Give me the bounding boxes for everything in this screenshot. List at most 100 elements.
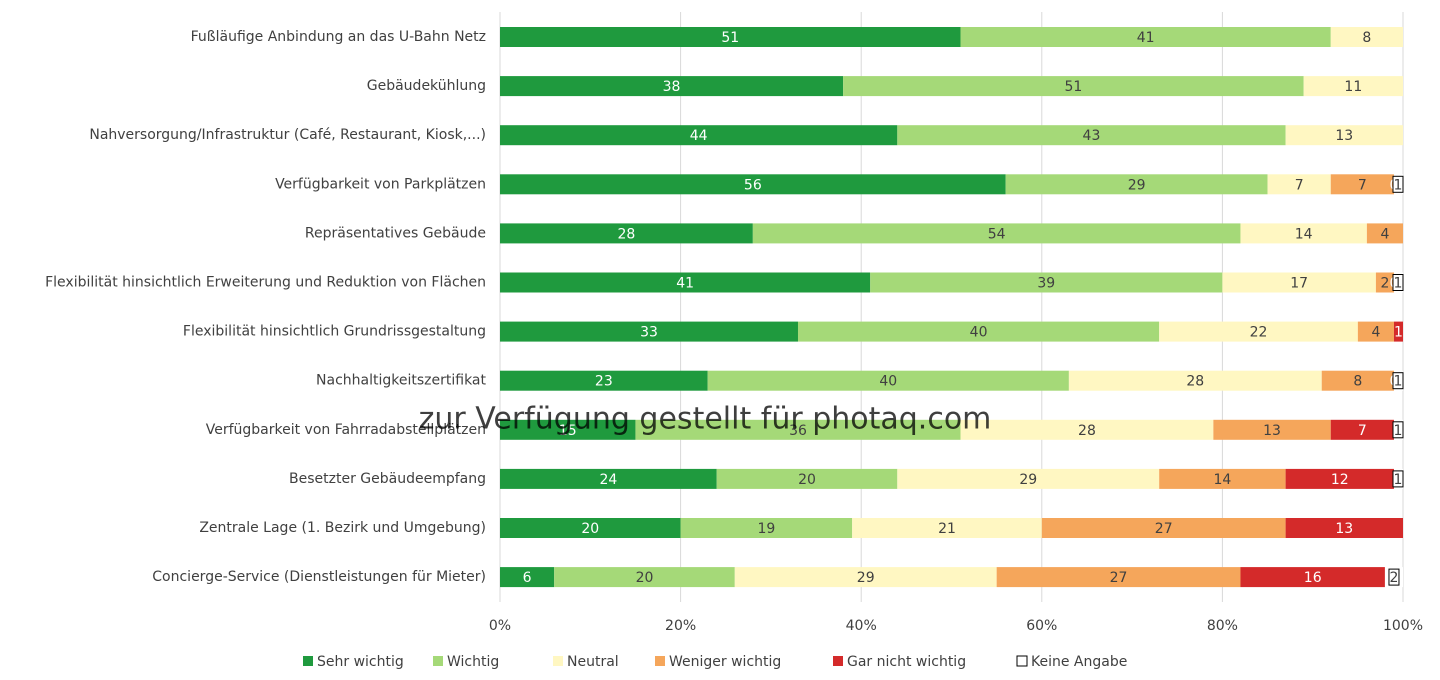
bar-segment <box>1068 370 1322 391</box>
data-label: 19 <box>757 521 775 537</box>
data-label: 28 <box>618 226 636 242</box>
data-label: 13 <box>1335 128 1353 144</box>
label-box <box>1392 274 1404 291</box>
data-label: 22 <box>1250 325 1268 341</box>
bar-segment <box>500 27 961 47</box>
category-label: Verfügbarkeit von Parkplätzen <box>275 176 486 192</box>
bar-segment <box>843 76 1304 97</box>
bar-segment <box>960 27 1331 47</box>
legend-swatch <box>553 656 563 666</box>
label-box <box>1392 470 1404 488</box>
bar-segment <box>1159 321 1358 342</box>
data-label: 40 <box>879 374 897 390</box>
category-label: Zentrale Lage (1. Bezirk und Umgebung) <box>199 520 486 536</box>
bar-segment <box>500 370 708 391</box>
data-label: 1 <box>1394 177 1403 193</box>
data-label: 7 <box>1295 177 1304 193</box>
x-tick-label: 80% <box>1207 618 1238 634</box>
bar-segment <box>707 370 1069 391</box>
data-label: 56 <box>744 177 762 193</box>
data-label: 20 <box>636 570 654 586</box>
data-label: 44 <box>690 128 708 144</box>
legend-swatch <box>433 656 443 666</box>
bar-segment <box>1213 419 1331 440</box>
bar-segment <box>1222 272 1376 293</box>
data-label: 7 <box>1358 177 1367 193</box>
data-label: 40 <box>970 325 988 341</box>
data-label: 20 <box>581 521 599 537</box>
bar-segment <box>960 419 1214 440</box>
bar-segment <box>1159 468 1286 489</box>
bar-segment <box>1375 272 1394 293</box>
data-label: 1 <box>1394 423 1403 439</box>
data-label: 1 <box>1394 374 1403 390</box>
bar-segment <box>897 125 1286 146</box>
data-label: 8 <box>1353 374 1362 390</box>
data-label: 41 <box>676 276 694 292</box>
data-label: 17 <box>1290 276 1308 292</box>
legend-label: Keine Angabe <box>1031 654 1127 670</box>
data-label: 1 <box>1394 325 1403 341</box>
bar-segment <box>500 125 898 146</box>
data-label: 28 <box>1186 374 1204 390</box>
data-label: 51 <box>721 30 739 46</box>
data-label: 29 <box>1019 472 1037 488</box>
data-label: 1 <box>1394 276 1403 292</box>
data-label: 4 <box>1371 325 1380 341</box>
bar-segment <box>852 518 1042 538</box>
data-label: 2 <box>1380 276 1389 292</box>
bar-segment <box>500 518 681 538</box>
bar-segment <box>500 272 871 293</box>
data-label: 27 <box>1155 521 1173 537</box>
data-label: 29 <box>857 570 875 586</box>
data-label: 13 <box>1263 423 1281 439</box>
data-label: 8 <box>1362 30 1371 46</box>
bar-segment <box>1330 27 1403 47</box>
legend-swatch <box>1016 655 1028 667</box>
category-label: Besetzter Gebäudeempfang <box>289 471 486 487</box>
data-label: 43 <box>1083 128 1101 144</box>
data-label: 15 <box>559 423 577 439</box>
bar-segment <box>500 419 636 440</box>
data-label: 7 <box>1358 423 1367 439</box>
data-label: 23 <box>595 374 613 390</box>
category-label: Repräsentatives Gebäude <box>305 225 486 241</box>
bar-segment <box>1321 370 1394 391</box>
data-label: 11 <box>1344 79 1362 95</box>
legend-label: Neutral <box>567 654 619 670</box>
label-box <box>1388 568 1400 586</box>
bar-segment <box>716 468 898 489</box>
bar-segment <box>500 321 798 342</box>
label-box <box>1392 175 1404 193</box>
data-label: 36 <box>789 423 807 439</box>
bar-segment <box>734 567 997 588</box>
category-label: Concierge-Service (Dienstleistungen für … <box>152 569 486 585</box>
bar-segment <box>1285 468 1394 489</box>
data-label: 54 <box>988 226 1006 242</box>
data-label: 27 <box>1110 570 1128 586</box>
data-label: 13 <box>1335 521 1353 537</box>
x-tick-label: 60% <box>1026 618 1057 634</box>
category-label: Gebäudekühlung <box>367 78 486 94</box>
bar-segment <box>635 419 961 440</box>
legend-swatch <box>833 656 843 666</box>
bar-segment <box>500 76 844 97</box>
data-label: 39 <box>1037 276 1055 292</box>
bar-segment <box>1366 223 1403 244</box>
legend-label: Gar nicht wichtig <box>847 654 966 670</box>
bar-segment <box>897 468 1160 489</box>
bar-segment <box>797 321 1160 342</box>
bar-segment <box>1330 419 1394 440</box>
data-label: 38 <box>663 79 681 95</box>
bar-segment <box>1393 321 1403 342</box>
label-box <box>1392 421 1404 439</box>
x-tick-label: 0% <box>489 618 511 634</box>
category-label: Fußläufige Anbindung an das U-Bahn Netz <box>191 29 486 45</box>
bar-segment <box>1285 518 1403 538</box>
legend-label: Wichtig <box>447 654 499 670</box>
data-label: 24 <box>599 472 617 488</box>
data-label: 16 <box>1304 570 1322 586</box>
label-box <box>1392 372 1404 390</box>
x-tick-label: 100% <box>1383 618 1423 634</box>
